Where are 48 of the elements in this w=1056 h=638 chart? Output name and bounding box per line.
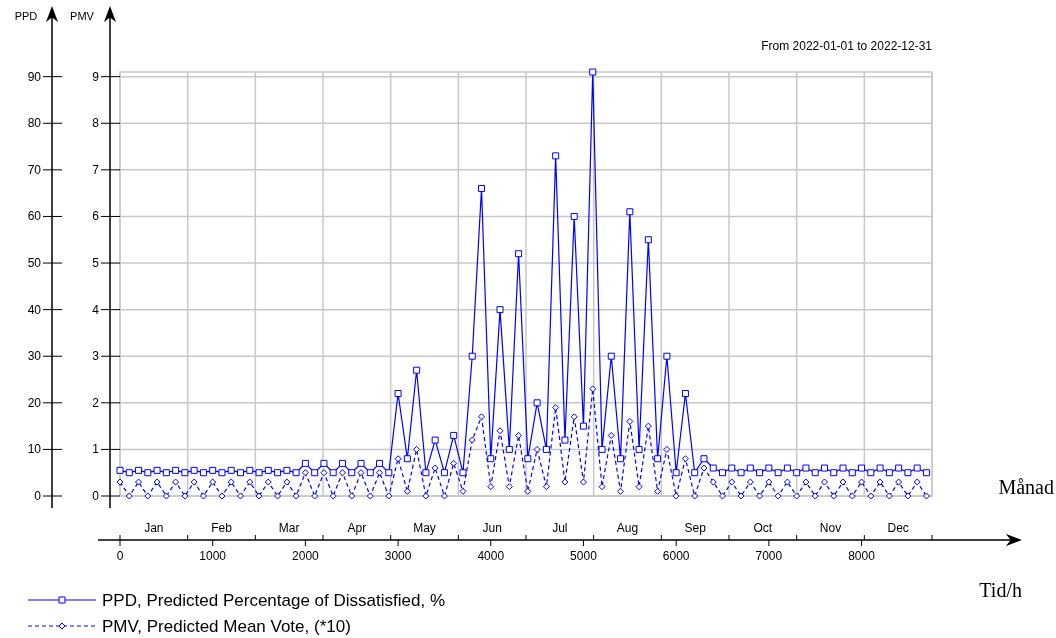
- text: Nov: [819, 521, 842, 535]
- y2-tick-label: 4: [92, 302, 100, 317]
- text: Feb: [211, 521, 233, 535]
- text: Oct: [753, 521, 773, 535]
- text: Sep: [684, 521, 707, 535]
- y2-tick-label: 6: [92, 209, 100, 224]
- y-axis-title: PPD: [14, 10, 38, 22]
- x-tick-label: 0: [116, 549, 124, 563]
- legend-label: PPD, Predicted Percentage of Dissatisfied, %: [102, 591, 445, 610]
- x-tick-label: 1000: [199, 549, 227, 563]
- text: May: [413, 521, 436, 535]
- y2-tick-label: 0: [92, 489, 100, 503]
- y2-tick-label: 1: [92, 442, 100, 457]
- x-tick-label: 2000: [292, 549, 320, 563]
- y-tick-label: 50: [27, 256, 42, 271]
- chart-title: From 2022-01-01 to 2022-12-31: [761, 39, 933, 53]
- y-tick-label: 40: [27, 302, 42, 317]
- y-tick-label: 80: [27, 116, 42, 131]
- y2-tick-label: 3: [92, 349, 100, 364]
- x-tick-label: 4000: [477, 549, 505, 563]
- y2-axis-title: PMV: [70, 10, 95, 22]
- y2-tick-label: 5: [92, 256, 100, 271]
- y2-tick-label: 7: [92, 162, 100, 177]
- text: Månad: [998, 476, 1054, 498]
- x-axis-title: Tid/h: [979, 579, 1022, 601]
- y-tick-label: 60: [27, 209, 42, 224]
- text: Dec: [887, 521, 909, 535]
- y-tick-label: 30: [27, 349, 42, 364]
- x-tick-label: 3000: [384, 549, 412, 563]
- x-tick-label: 8000: [848, 549, 876, 563]
- legend-label: PMV, Predicted Mean Vote, (*10): [102, 617, 351, 636]
- y-tick-label: 20: [27, 395, 42, 410]
- text: Jan: [144, 521, 164, 535]
- text: Mar: [278, 521, 300, 535]
- y-tick-label: 90: [27, 69, 42, 84]
- y-tick-label: 10: [27, 442, 42, 457]
- y2-tick-label: 8: [92, 116, 100, 131]
- x-tick-label: 7000: [755, 549, 783, 563]
- text: Jun: [482, 521, 502, 535]
- text: Jul: [552, 521, 568, 535]
- text: Apr: [347, 521, 367, 535]
- y-tick-label: 0: [34, 489, 42, 503]
- y2-tick-label: 9: [92, 69, 100, 84]
- y-tick-label: 70: [27, 162, 42, 177]
- x-tick-label: 6000: [662, 549, 690, 563]
- text: Aug: [616, 521, 639, 535]
- x-tick-label: 5000: [570, 549, 598, 563]
- y2-tick-label: 2: [92, 395, 100, 410]
